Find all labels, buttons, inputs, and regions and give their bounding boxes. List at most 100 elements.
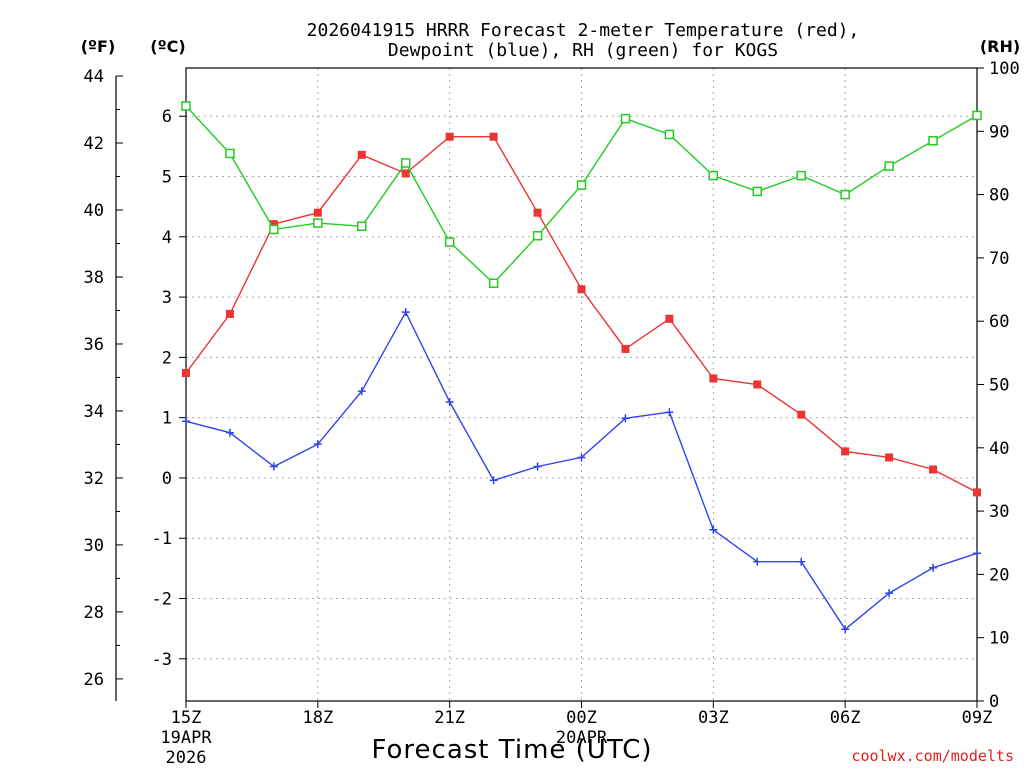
- chart-title-line-2: Dewpoint (blue), RH (green) for KOGS: [388, 40, 778, 61]
- dewpoint-point: [401, 308, 410, 317]
- rh-unit-label: (RH): [980, 37, 1020, 56]
- rh-tick-label: 20: [989, 565, 1009, 585]
- dewpoint-point: [797, 557, 806, 566]
- temperature-point: [182, 369, 190, 378]
- x-axis-label: Forecast Time (UTC): [371, 735, 652, 765]
- grid: [186, 68, 977, 701]
- celsius-unit-label: (ºC): [150, 37, 185, 56]
- c-tick-label: -1: [152, 529, 172, 549]
- c-tick-label: -3: [152, 650, 172, 670]
- temperature-point: [401, 169, 410, 178]
- rh-point: [313, 218, 323, 228]
- temperature-point: [797, 410, 806, 419]
- fahrenheit-axis: 26 28 30 32 34 36 38 40 42 44: [84, 67, 123, 701]
- temperature-point: [885, 453, 894, 462]
- rh-point: [269, 224, 279, 235]
- x-tick-label: 18Z: [302, 708, 333, 728]
- dewpoint-point: [929, 563, 938, 572]
- rh-point: [664, 129, 675, 140]
- temperature-point: [665, 314, 674, 323]
- temperature-point: [841, 447, 850, 456]
- c-tick-label: 6: [162, 107, 172, 127]
- x-tick-label: 03Z: [698, 708, 729, 728]
- celsius-axis: -3 -2 -1 0 1 2 3 4 5 6: [152, 107, 186, 670]
- rh-point: [972, 110, 982, 121]
- rh-point: [400, 158, 411, 168]
- f-tick-label: 28: [84, 603, 104, 623]
- rh-point: [225, 148, 235, 159]
- temperature-point: [621, 344, 630, 353]
- f-tick-label: 26: [84, 670, 104, 690]
- dewpoint-point: [621, 414, 630, 423]
- fahrenheit-unit-label: (ºF): [81, 37, 116, 56]
- temperature-point: [533, 208, 542, 217]
- series-layer: [181, 101, 982, 634]
- temperature-point: [445, 132, 454, 141]
- x-tick-date: 19APR: [160, 728, 212, 748]
- dewpoint-point: [665, 408, 674, 417]
- dewpoint-point: [577, 453, 586, 462]
- dewpoint-point: [885, 589, 894, 598]
- chart-title-line-1: 2026041915 HRRR Forecast 2-meter Tempera…: [307, 20, 860, 41]
- f-tick-label: 32: [84, 469, 104, 489]
- rh-point: [181, 101, 191, 111]
- rh-point: [444, 237, 455, 247]
- temperature-point: [269, 220, 278, 229]
- rh-tick-label: 30: [989, 502, 1009, 522]
- temperature-point: [709, 374, 718, 383]
- f-tick-label: 42: [84, 134, 104, 154]
- rh-point: [796, 170, 806, 181]
- dewpoint-point: [841, 625, 850, 634]
- f-tick-label: 38: [84, 268, 104, 288]
- dewpoint-point: [445, 397, 454, 406]
- rh-point: [576, 180, 587, 190]
- c-tick-label: 0: [162, 469, 172, 489]
- x-tick-label: 21Z: [434, 708, 465, 728]
- rh-tick-label: 60: [989, 312, 1009, 332]
- rh-tick-label: 100: [989, 59, 1020, 79]
- rh-axis: 0 10 20 30 40 50 60 70 80 90 100: [977, 59, 1020, 712]
- x-tick-label: 09Z: [962, 708, 993, 728]
- temperature-point: [973, 488, 981, 497]
- rh-point: [357, 221, 367, 231]
- credit-text: coolwx.com/modelts: [851, 747, 1014, 765]
- dewpoint-point: [709, 525, 718, 534]
- temperature-point: [225, 309, 234, 318]
- rh-point: [488, 278, 499, 288]
- temperature-point: [753, 380, 762, 389]
- c-tick-label: 2: [162, 348, 172, 368]
- x-tick-year: 2026: [166, 748, 207, 768]
- dewpoint-point: [182, 417, 190, 426]
- dewpoint-point: [313, 440, 322, 449]
- rh-tick-label: 80: [989, 186, 1009, 206]
- f-tick-label: 34: [84, 402, 104, 422]
- rh-tick-label: 10: [989, 629, 1009, 649]
- dewpoint-point: [269, 462, 278, 471]
- rh-point: [928, 136, 938, 146]
- rh-tick-label: 50: [989, 376, 1009, 396]
- dewpoint-point: [357, 387, 366, 396]
- rh-point: [752, 186, 763, 197]
- x-tick-label: 06Z: [830, 708, 861, 728]
- rh-point: [884, 161, 894, 171]
- dewpoint-point: [489, 476, 498, 485]
- f-tick-label: 30: [84, 536, 104, 556]
- temperature-point: [489, 132, 498, 141]
- f-tick-label: 44: [84, 67, 104, 87]
- rh-tick-label: 40: [989, 439, 1009, 459]
- c-tick-label: 3: [162, 288, 172, 308]
- dewpoint-point: [533, 462, 542, 471]
- x-tick-label: 00Z: [566, 708, 597, 728]
- x-tick-label: 15Z: [171, 708, 202, 728]
- dewpoint-point: [973, 549, 981, 558]
- rh-tick-label: 70: [989, 249, 1009, 269]
- temperature-point: [577, 285, 586, 294]
- rh-tick-label: 0: [989, 692, 999, 712]
- f-tick-label: 36: [84, 335, 104, 355]
- plot-frame: [185, 67, 978, 702]
- x-tick-date: 20APR: [556, 728, 608, 748]
- temperature-point: [357, 150, 366, 159]
- rh-point: [532, 230, 543, 241]
- dewpoint-point: [753, 557, 762, 566]
